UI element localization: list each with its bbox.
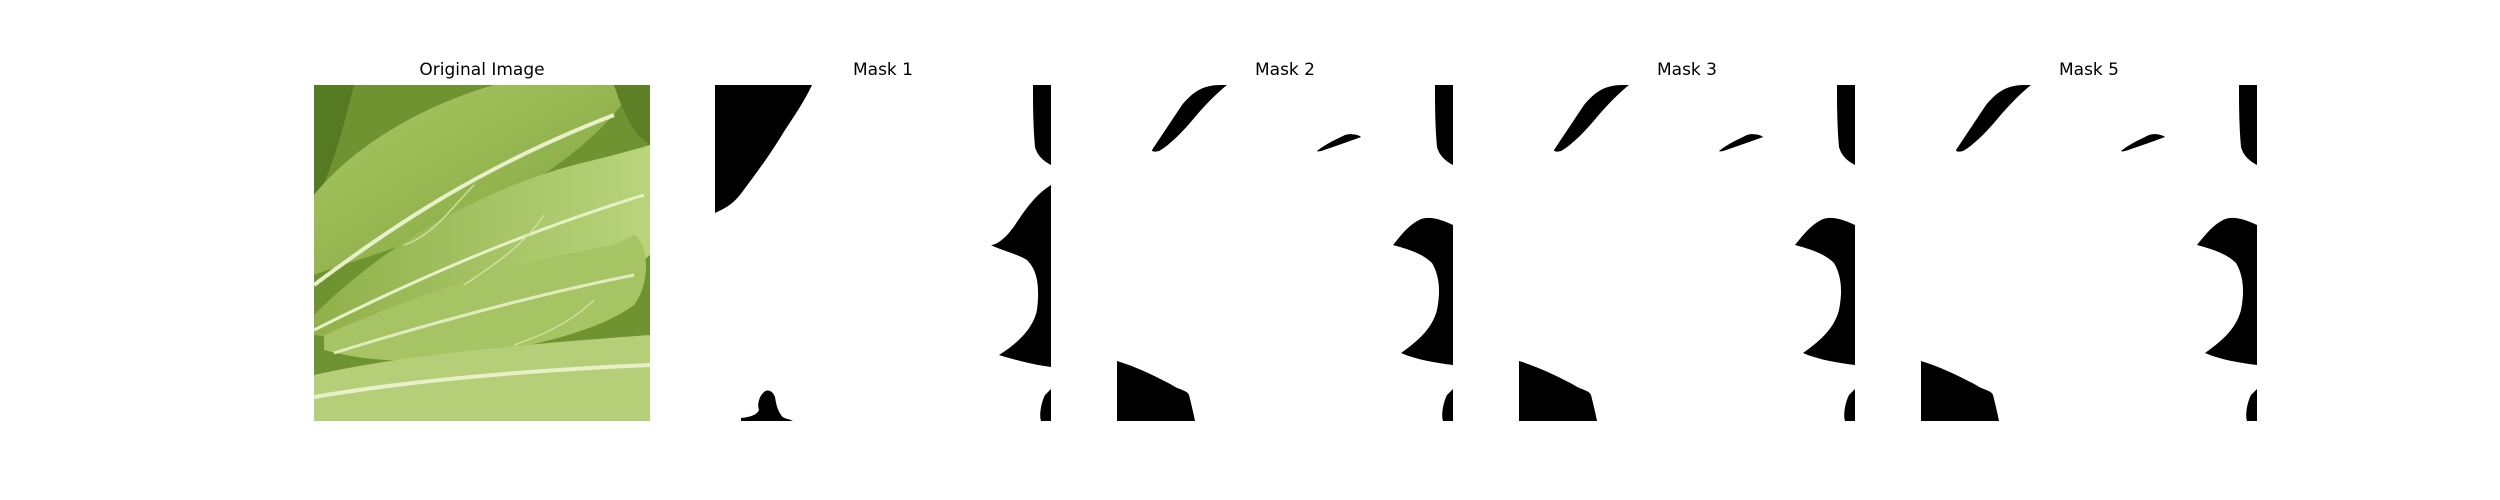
mask-3-image <box>1519 85 1855 421</box>
mask-5-image <box>1921 85 2257 421</box>
mask-5-panel: Mask 5 <box>1921 0 2257 500</box>
panel-title: Mask 3 <box>1656 60 1717 80</box>
mask-3-panel: Mask 3 <box>1519 0 1855 500</box>
mask-2-panel: Mask 2 <box>1117 0 1453 500</box>
panel-title: Mask 2 <box>1254 60 1315 80</box>
panel-title: Original Image <box>419 60 545 80</box>
panel-title: Mask 5 <box>2058 60 2119 80</box>
leaf-photo <box>314 85 650 421</box>
panel-title: Mask 1 <box>852 60 913 80</box>
mask-2-image <box>1117 85 1453 421</box>
original-image-panel: Original Image <box>314 0 650 500</box>
mask-1-panel: Mask 1 <box>715 0 1051 500</box>
mask-1-image <box>715 85 1051 421</box>
